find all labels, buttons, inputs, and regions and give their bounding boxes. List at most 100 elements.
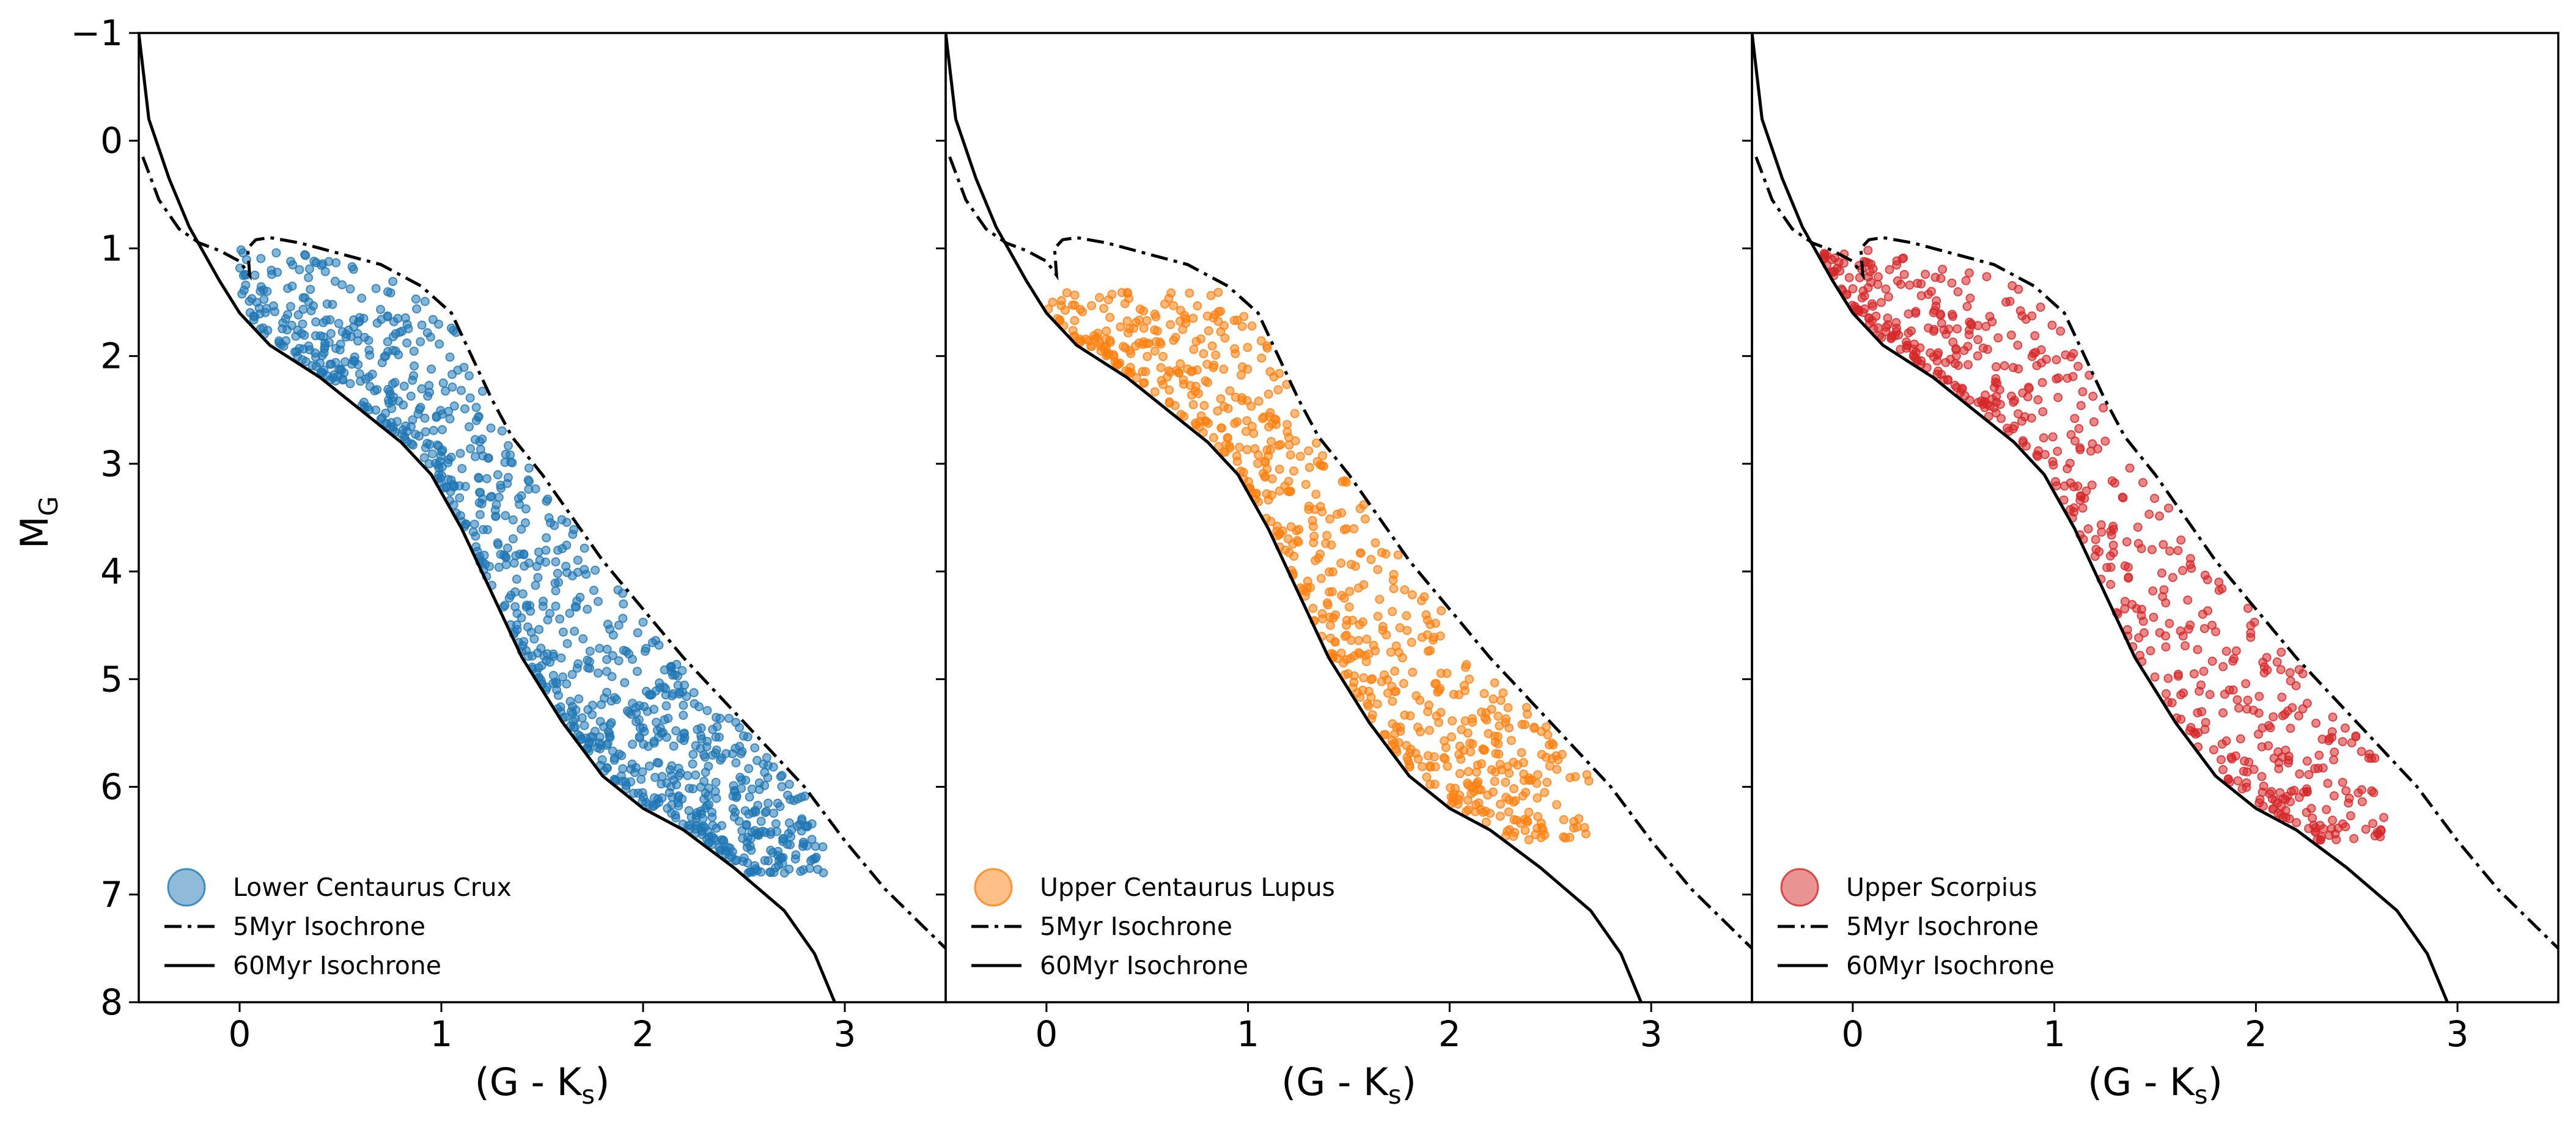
data-point: [1139, 378, 1149, 387]
data-point: [510, 587, 520, 597]
data-point: [717, 821, 727, 831]
data-point: [2155, 512, 2165, 521]
data-point: [558, 627, 568, 637]
data-point: [465, 393, 475, 403]
data-point: [1195, 417, 1205, 426]
data-point: [696, 782, 705, 792]
data-point: [2330, 747, 2339, 757]
data-point: [1235, 442, 1244, 452]
data-point: [387, 403, 397, 413]
data-point: [2367, 786, 2377, 796]
data-point: [2375, 832, 2385, 842]
data-point: [1477, 759, 1486, 769]
data-point: [1160, 299, 1169, 309]
data-point: [444, 406, 454, 416]
data-point: [737, 783, 746, 793]
data-point: [1360, 514, 1370, 524]
data-point: [1092, 332, 1102, 342]
data-point: [1518, 791, 1528, 801]
data-point: [1462, 807, 1471, 816]
data-point: [1951, 345, 1961, 354]
data-point: [1311, 490, 1321, 499]
data-point: [583, 604, 592, 614]
data-point: [1209, 433, 1218, 442]
data-point: [2075, 491, 2085, 501]
x-axis-title-sub: s: [1388, 1080, 1402, 1110]
data-point: [712, 713, 721, 722]
data-point: [1230, 419, 1240, 428]
data-point: [1337, 591, 1347, 600]
data-point: [1298, 585, 1308, 595]
data-point: [1819, 249, 1829, 258]
data-point: [545, 609, 554, 618]
data-point: [2053, 393, 2063, 402]
data-point: [2078, 387, 2088, 397]
data-point: [797, 793, 806, 802]
data-point: [1216, 423, 1226, 433]
data-point: [1366, 555, 1376, 565]
data-point: [1057, 296, 1066, 306]
data-point: [1451, 783, 1460, 793]
data-point: [2039, 433, 2048, 442]
data-point: [2328, 713, 2338, 722]
data-point: [635, 732, 644, 741]
data-point: [1264, 389, 1273, 399]
data-point: [300, 250, 310, 260]
data-point: [1207, 341, 1217, 351]
x-axis-title-main: (G - K: [2088, 1060, 2195, 1104]
data-point: [747, 784, 757, 794]
data-point: [567, 670, 577, 680]
data-point: [1259, 469, 1268, 479]
data-point: [1048, 298, 1058, 307]
data-point: [1873, 323, 1883, 332]
data-point: [685, 783, 694, 793]
data-point: [2249, 765, 2259, 774]
data-point: [1991, 362, 2001, 372]
data-point: [434, 470, 444, 480]
y-axis-title-sub: G: [34, 496, 64, 516]
data-point: [553, 546, 562, 555]
data-point: [1936, 274, 1946, 284]
data-point: [1443, 761, 1452, 771]
data-point: [1369, 640, 1378, 650]
data-point: [696, 723, 706, 733]
data-point: [1127, 368, 1136, 378]
data-point: [1237, 321, 1247, 331]
data-point: [347, 359, 357, 369]
data-point: [644, 800, 653, 810]
data-point: [2158, 540, 2168, 549]
data-point: [250, 312, 260, 321]
data-point: [1199, 349, 1209, 359]
data-point: [1109, 351, 1119, 361]
data-point: [1520, 720, 1530, 730]
data-point: [1423, 706, 1433, 716]
data-point: [1989, 403, 1999, 413]
data-point: [1273, 385, 1283, 395]
data-point: [2278, 711, 2287, 721]
data-point: [1482, 715, 1492, 725]
legend-label-60myr: 60Myr Isochrone: [1040, 951, 1248, 980]
data-point: [412, 304, 422, 314]
data-point: [315, 331, 325, 341]
data-point: [2108, 548, 2118, 557]
data-point: [295, 265, 304, 274]
data-point: [1188, 314, 1198, 323]
data-point: [1062, 288, 1072, 298]
data-point: [1185, 288, 1194, 298]
data-point: [385, 387, 394, 397]
data-point: [737, 826, 747, 835]
data-point: [416, 337, 425, 346]
data-point: [1520, 826, 1530, 835]
data-point: [1150, 387, 1160, 397]
data-point: [750, 743, 760, 753]
data-point: [2267, 787, 2276, 796]
data-point: [602, 654, 612, 664]
legend-label-5myr: 5Myr Isochrone: [1846, 912, 2039, 941]
isochrone-60myr-line: [1752, 33, 2449, 1002]
data-point: [777, 771, 787, 780]
data-point: [318, 368, 328, 378]
data-point: [2047, 320, 2057, 330]
data-point: [497, 426, 507, 436]
data-point: [441, 386, 451, 396]
data-point: [2193, 645, 2202, 654]
